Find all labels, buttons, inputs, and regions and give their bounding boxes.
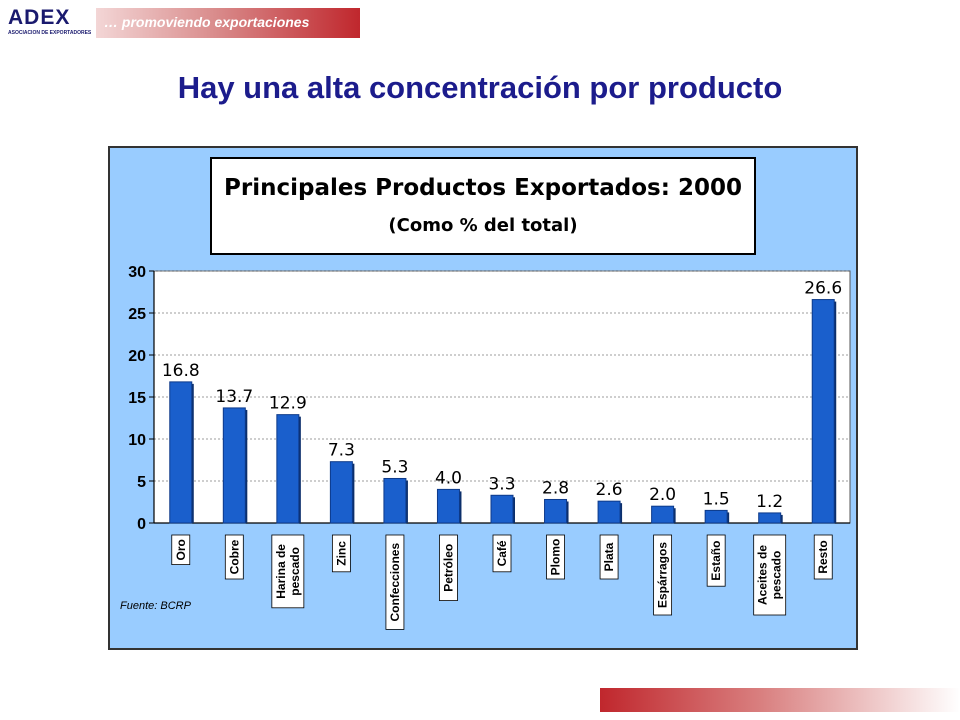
bar <box>758 512 782 524</box>
bar-value-label: 26.6 <box>804 279 842 299</box>
category-label-text: Cobre <box>227 539 241 574</box>
y-tick-label: 15 <box>128 390 146 407</box>
category-label: Harina de pescado <box>271 534 305 609</box>
category-label: Confecciones <box>385 534 405 630</box>
slide-title: Hay una alta concentración por producto <box>177 70 783 105</box>
bar <box>490 494 514 524</box>
category-label-box <box>171 534 191 566</box>
chart-title: Principales Productos Exportados: 2000 <box>224 175 742 201</box>
y-tick-label: 25 <box>128 306 146 323</box>
category-label-box <box>546 534 565 580</box>
bar <box>651 505 675 524</box>
category-label: Petróleo <box>439 534 458 601</box>
category-label: Cobre <box>224 534 244 580</box>
bar-value-label: 16.8 <box>162 361 200 381</box>
category-label-box <box>653 534 673 616</box>
category-label-text: Harina de <box>274 544 288 599</box>
bar <box>811 299 835 524</box>
category-label: Resto <box>813 534 833 580</box>
y-tick-label: 30 <box>128 264 146 281</box>
category-label: Aceites de pescado <box>753 534 787 616</box>
bar <box>544 498 568 524</box>
category-label-text: pescado <box>770 551 784 600</box>
y-tick-label: 5 <box>137 474 146 491</box>
bar-value-label: 13.7 <box>215 387 253 407</box>
category-label-box <box>385 534 405 630</box>
category-label: Oro <box>171 534 191 566</box>
category-label: Espárragos <box>653 534 673 616</box>
category-label: Café <box>492 534 512 573</box>
category-label-box <box>599 534 619 580</box>
category-label-box <box>492 534 512 573</box>
category-label: Plata <box>599 534 619 580</box>
bar-chart: 0 5 10 15 20 25 30 16.8 Oro 13.7 Cobre 12.9 Harina d… <box>128 264 851 630</box>
bar-value-label: 7.3 <box>328 441 355 461</box>
adex-logo: ADEX ASOCIACION DE EXPORTADORES <box>8 6 92 38</box>
category-label-text: Aceites de <box>756 545 770 605</box>
bar-value-label: 2.6 <box>596 480 623 500</box>
chart-title-box: Principales Productos Exportados: 2000 (… <box>210 157 756 255</box>
category-label-box <box>224 534 244 580</box>
category-label-box <box>331 534 351 573</box>
category-label-text: Espárragos <box>656 542 670 608</box>
logo-text: ADEX <box>8 6 71 29</box>
bar <box>222 407 246 524</box>
logo-subtext: ASOCIACION DE EXPORTADORES <box>8 30 92 36</box>
category-label-box <box>439 534 458 601</box>
y-tick-label: 0 <box>137 516 146 533</box>
bar-value-label: 1.5 <box>703 489 730 509</box>
category-label: Estaño <box>706 534 726 587</box>
tagline: … promoviendo exportaciones <box>104 14 310 30</box>
category-label-text: Plata <box>602 542 616 571</box>
category-label-text: Estaño <box>709 541 723 581</box>
y-tick-label: 10 <box>128 432 146 449</box>
category-label: Plomo <box>546 534 565 580</box>
category-label-box <box>753 534 787 616</box>
chart-subtitle: (Como % del total) <box>388 215 578 236</box>
category-label-text: Confecciones <box>388 543 402 622</box>
bar-value-label: 4.0 <box>435 468 462 488</box>
tagline-bar <box>96 8 360 38</box>
category-label-text: pescado <box>288 547 302 596</box>
category-label-text: Petróleo <box>441 544 455 592</box>
bar-value-label: 5.3 <box>381 457 408 477</box>
category-label-text: Plomo <box>549 539 563 576</box>
category-label-box <box>271 534 305 609</box>
y-tick-label: 20 <box>128 348 146 365</box>
bar-value-label: 2.8 <box>542 478 569 498</box>
category-label-text: Oro <box>174 539 188 560</box>
bar <box>383 477 407 524</box>
category-label-text: Resto <box>816 540 830 573</box>
bar <box>436 488 460 524</box>
bar-value-label: 12.9 <box>269 394 307 414</box>
bottom-accent-bar <box>600 688 960 712</box>
bar-value-label: 3.3 <box>488 474 515 494</box>
category-label-text: Café <box>495 540 509 566</box>
bar <box>329 461 353 524</box>
bar <box>169 381 193 524</box>
bar-value-label: 2.0 <box>649 485 676 505</box>
category-label: Zinc <box>331 534 351 573</box>
category-label-text: Zinc <box>334 541 348 566</box>
bar-value-label: 1.2 <box>756 492 783 512</box>
bar <box>276 414 300 524</box>
category-label-box <box>706 534 726 587</box>
category-label-box <box>813 534 833 580</box>
bar <box>597 500 621 524</box>
bar <box>704 509 728 524</box>
source-note: Fuente: BCRP <box>120 600 191 612</box>
